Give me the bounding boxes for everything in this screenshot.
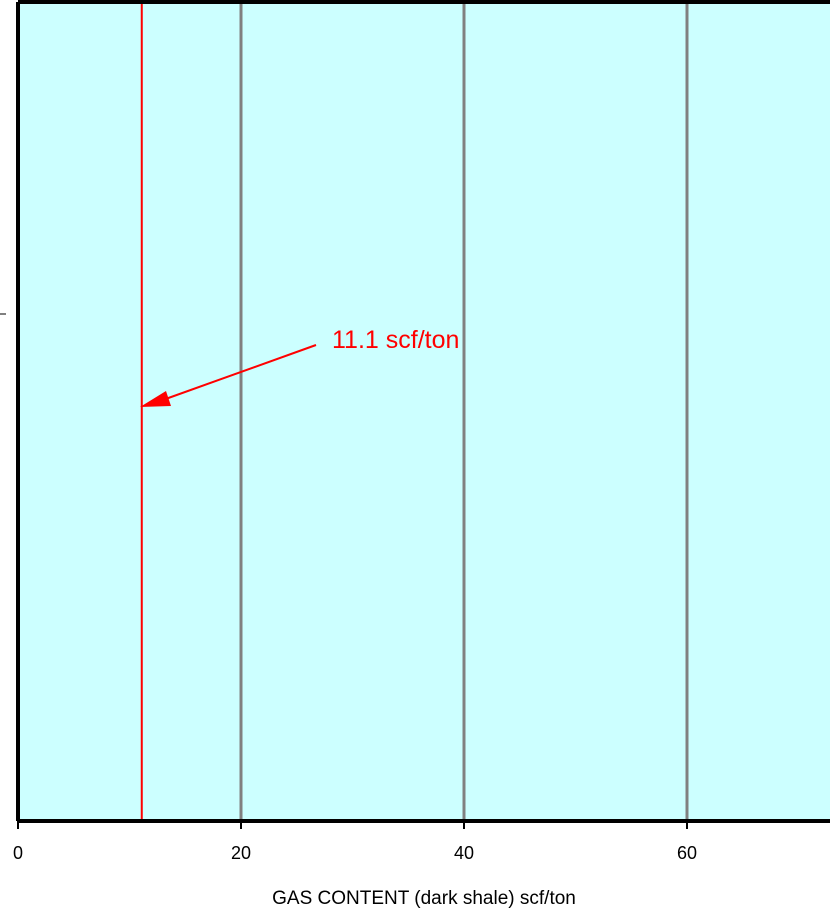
gridlines <box>239 2 689 821</box>
x-tick-label-60: 60 <box>677 843 697 863</box>
annotation: 11.1 scf/ton <box>140 326 459 407</box>
x-tick-label-40: 40 <box>454 843 474 863</box>
x-tick-label-20: 20 <box>231 843 251 863</box>
x-tick-label-0: 0 <box>13 843 23 863</box>
plot-area-background <box>18 2 830 821</box>
annotation-label: 11.1 scf/ton <box>332 326 459 354</box>
annotation-arrow-line <box>159 344 317 402</box>
x-axis-ticks: 0 20 40 60 <box>13 821 697 863</box>
x-axis-title: GAS CONTENT (dark shale) scf/ton <box>272 888 576 909</box>
annotation-arrowhead <box>140 391 171 407</box>
